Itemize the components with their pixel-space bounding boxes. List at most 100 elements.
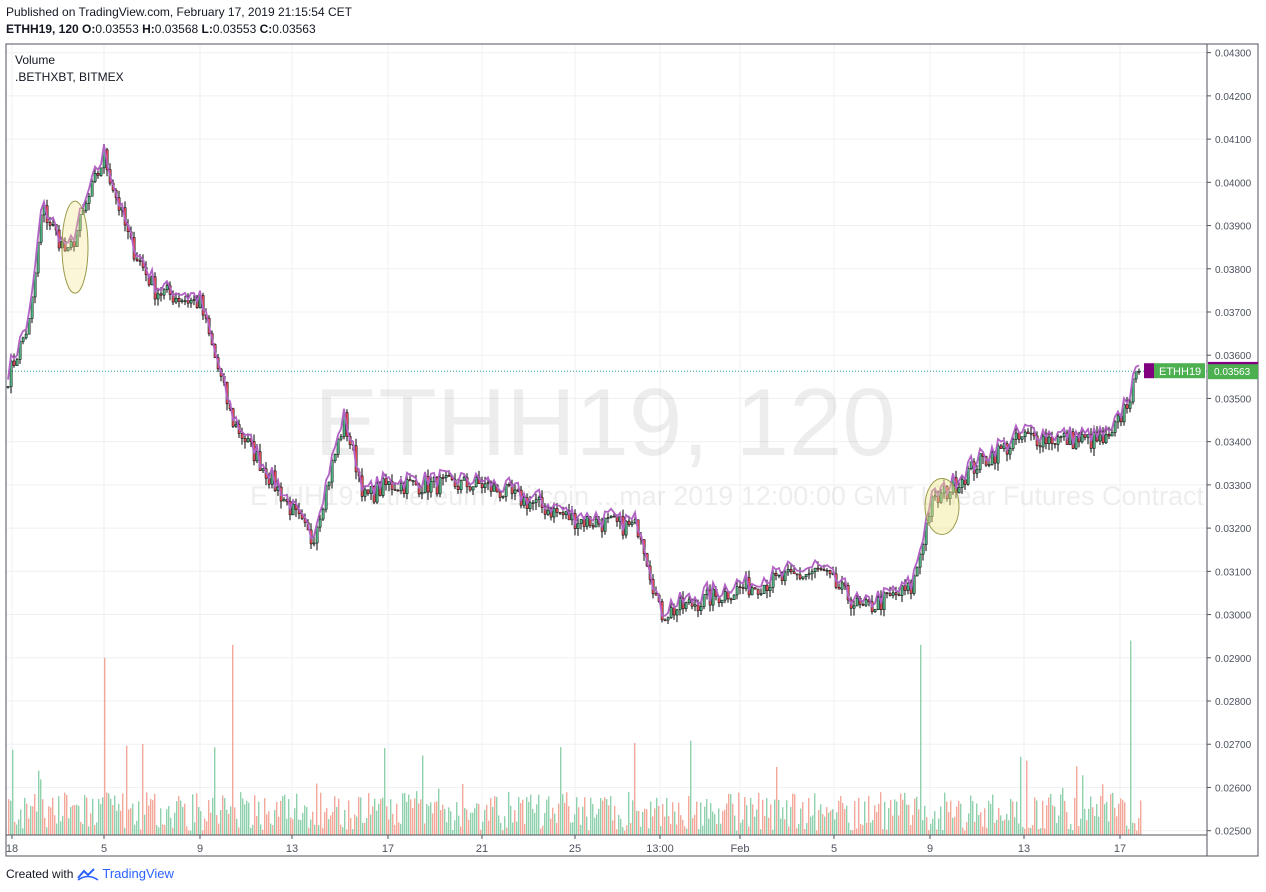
volume-bar: [178, 795, 180, 835]
volume-bar: [772, 829, 774, 835]
candle-body: [528, 502, 532, 509]
volume-bar: [968, 813, 970, 835]
volume-bar: [932, 818, 934, 835]
volume-bar: [56, 823, 58, 835]
candle-body: [852, 605, 856, 609]
volume-bar: [156, 825, 158, 835]
volume-bar: [604, 797, 606, 835]
candle: [687, 596, 691, 605]
volume-bar: [324, 812, 326, 835]
index-indicator-label[interactable]: .BETHXBT, BITMEX: [15, 70, 124, 84]
volume-bar: [58, 796, 60, 835]
candle-body: [903, 585, 907, 591]
candle-body: [906, 582, 910, 591]
candle-body: [933, 495, 937, 498]
watermark-symbol: ETHH19, 120: [314, 369, 896, 476]
tradingview-brand[interactable]: TradingView: [102, 866, 174, 881]
candle-body: [405, 479, 409, 494]
volume-bar: [646, 809, 648, 835]
volume-bar: [368, 792, 370, 835]
volume-bar: [768, 817, 770, 835]
candle-body: [462, 477, 466, 481]
volume-bar: [936, 829, 938, 835]
volume-bar: [488, 820, 490, 835]
candle-body: [162, 289, 166, 296]
volume-bar: [212, 797, 214, 835]
candle: [180, 298, 184, 304]
volume-bar: [62, 815, 64, 835]
candle-body: [576, 523, 580, 529]
time-axis[interactable]: 18 5 9 13 17 21 25 13:00 Feb 5 9 13 17: [6, 835, 1126, 855]
volume-bar: [986, 827, 988, 835]
candle-body: [1029, 432, 1033, 435]
candle: [801, 576, 805, 581]
volume-bar: [714, 814, 716, 835]
volume-bar: [950, 800, 952, 835]
tradingview-logo-icon[interactable]: [77, 867, 99, 881]
volume-bar: [380, 799, 382, 835]
volume-bar: [484, 809, 486, 835]
volume-bar: [924, 805, 926, 835]
price-tick-label: 0.03300: [1215, 481, 1252, 492]
candle: [693, 598, 697, 612]
candle-body: [1059, 436, 1063, 438]
candle-body: [1080, 434, 1084, 443]
volume-bar: [210, 812, 212, 835]
volume-bar: [352, 829, 354, 835]
volume-bar: [1080, 818, 1082, 835]
volume-bar: [1062, 787, 1064, 835]
volume-bar: [86, 797, 88, 835]
time-tick-label: 9: [197, 843, 203, 855]
volume-bar: [504, 816, 506, 835]
volume-bar: [960, 803, 962, 835]
candle-body: [912, 575, 916, 594]
index-series-line: [7, 144, 1140, 617]
volume-bar: [800, 808, 802, 835]
volume-bar: [432, 813, 434, 835]
volume-bar: [584, 797, 586, 835]
volume-bar: [686, 828, 688, 835]
volume-bar: [1030, 827, 1032, 835]
volume-bar: [100, 804, 102, 835]
candle: [87, 193, 91, 211]
volume-bar: [434, 802, 436, 835]
footer: Created with TradingView: [6, 866, 174, 881]
volume-bar: [1052, 805, 1054, 835]
volume-bar: [992, 794, 994, 835]
volume-bar: [114, 795, 116, 835]
candle-body: [765, 584, 769, 591]
volume-bar: [692, 818, 694, 835]
time-tick-label: Feb: [731, 843, 750, 855]
volume-bar: [916, 796, 918, 835]
volume-bar: [296, 793, 298, 835]
candle: [810, 568, 814, 581]
candle-body: [1008, 448, 1012, 455]
candle: [1035, 431, 1039, 450]
candle: [933, 490, 937, 501]
candle: [948, 491, 952, 506]
candle: [720, 599, 724, 607]
volume-bar: [946, 801, 948, 835]
price-axis[interactable]: 0.04300 0.04200 0.04100 0.04000 0.03900 0.038…: [1207, 49, 1252, 838]
volume-bar: [140, 829, 142, 835]
volume-bar: [506, 827, 508, 835]
candle: [918, 550, 922, 575]
candle: [6, 385, 10, 389]
volume-bar: [88, 826, 90, 835]
candle: [507, 482, 511, 488]
volume-bar: [690, 740, 692, 835]
candle-body: [1116, 415, 1120, 423]
volume-indicator-label[interactable]: Volume: [15, 53, 55, 67]
candle: [585, 516, 589, 530]
volume-bar: [52, 797, 54, 835]
candle-body: [1134, 371, 1138, 380]
volume-bar: [588, 830, 590, 835]
candle-body: [693, 604, 697, 607]
volume-bar: [162, 824, 164, 835]
volume-bar: [1072, 830, 1074, 835]
volume-bar: [702, 825, 704, 835]
candle: [957, 481, 961, 494]
watermark-description: ETHH19: Ethereum / Bitcoin ...mar 2019 1…: [250, 481, 1204, 511]
candle-body: [771, 572, 775, 588]
